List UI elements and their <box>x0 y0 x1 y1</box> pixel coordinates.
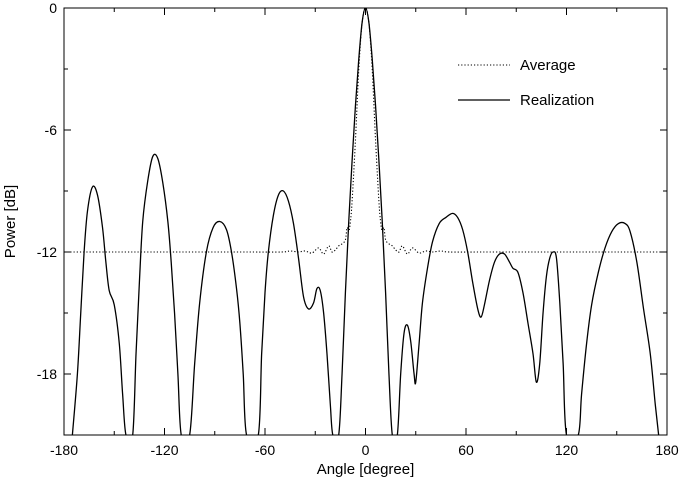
y-tick-label: -18 <box>37 366 57 382</box>
y-axis-title: Power [dB] <box>2 185 19 258</box>
legend-label-average: Average <box>520 57 576 74</box>
y-tick-label: -6 <box>45 122 58 138</box>
series-line-realization <box>71 8 660 435</box>
x-tick-label: -120 <box>150 442 178 458</box>
series-layer <box>64 8 667 435</box>
x-axis-title: Angle [degree] <box>317 461 415 478</box>
legend: Average Realization <box>458 57 594 109</box>
x-tick-label: -60 <box>255 442 275 458</box>
y-tick-label: 0 <box>49 0 57 16</box>
x-tick-label: 0 <box>362 442 370 458</box>
axes-layer: -180 -120 -60 0 60 120 180 0 -6 -12 -18 <box>37 0 679 458</box>
x-tick-label: 120 <box>555 442 579 458</box>
x-tick-label: 180 <box>655 442 679 458</box>
series-line-average <box>64 8 667 255</box>
plot-frame <box>63 7 668 436</box>
x-tick-label: -180 <box>50 442 78 458</box>
legend-label-realization: Realization <box>520 92 594 109</box>
x-tick-label: 60 <box>458 442 474 458</box>
y-tick-label: -12 <box>37 244 57 260</box>
